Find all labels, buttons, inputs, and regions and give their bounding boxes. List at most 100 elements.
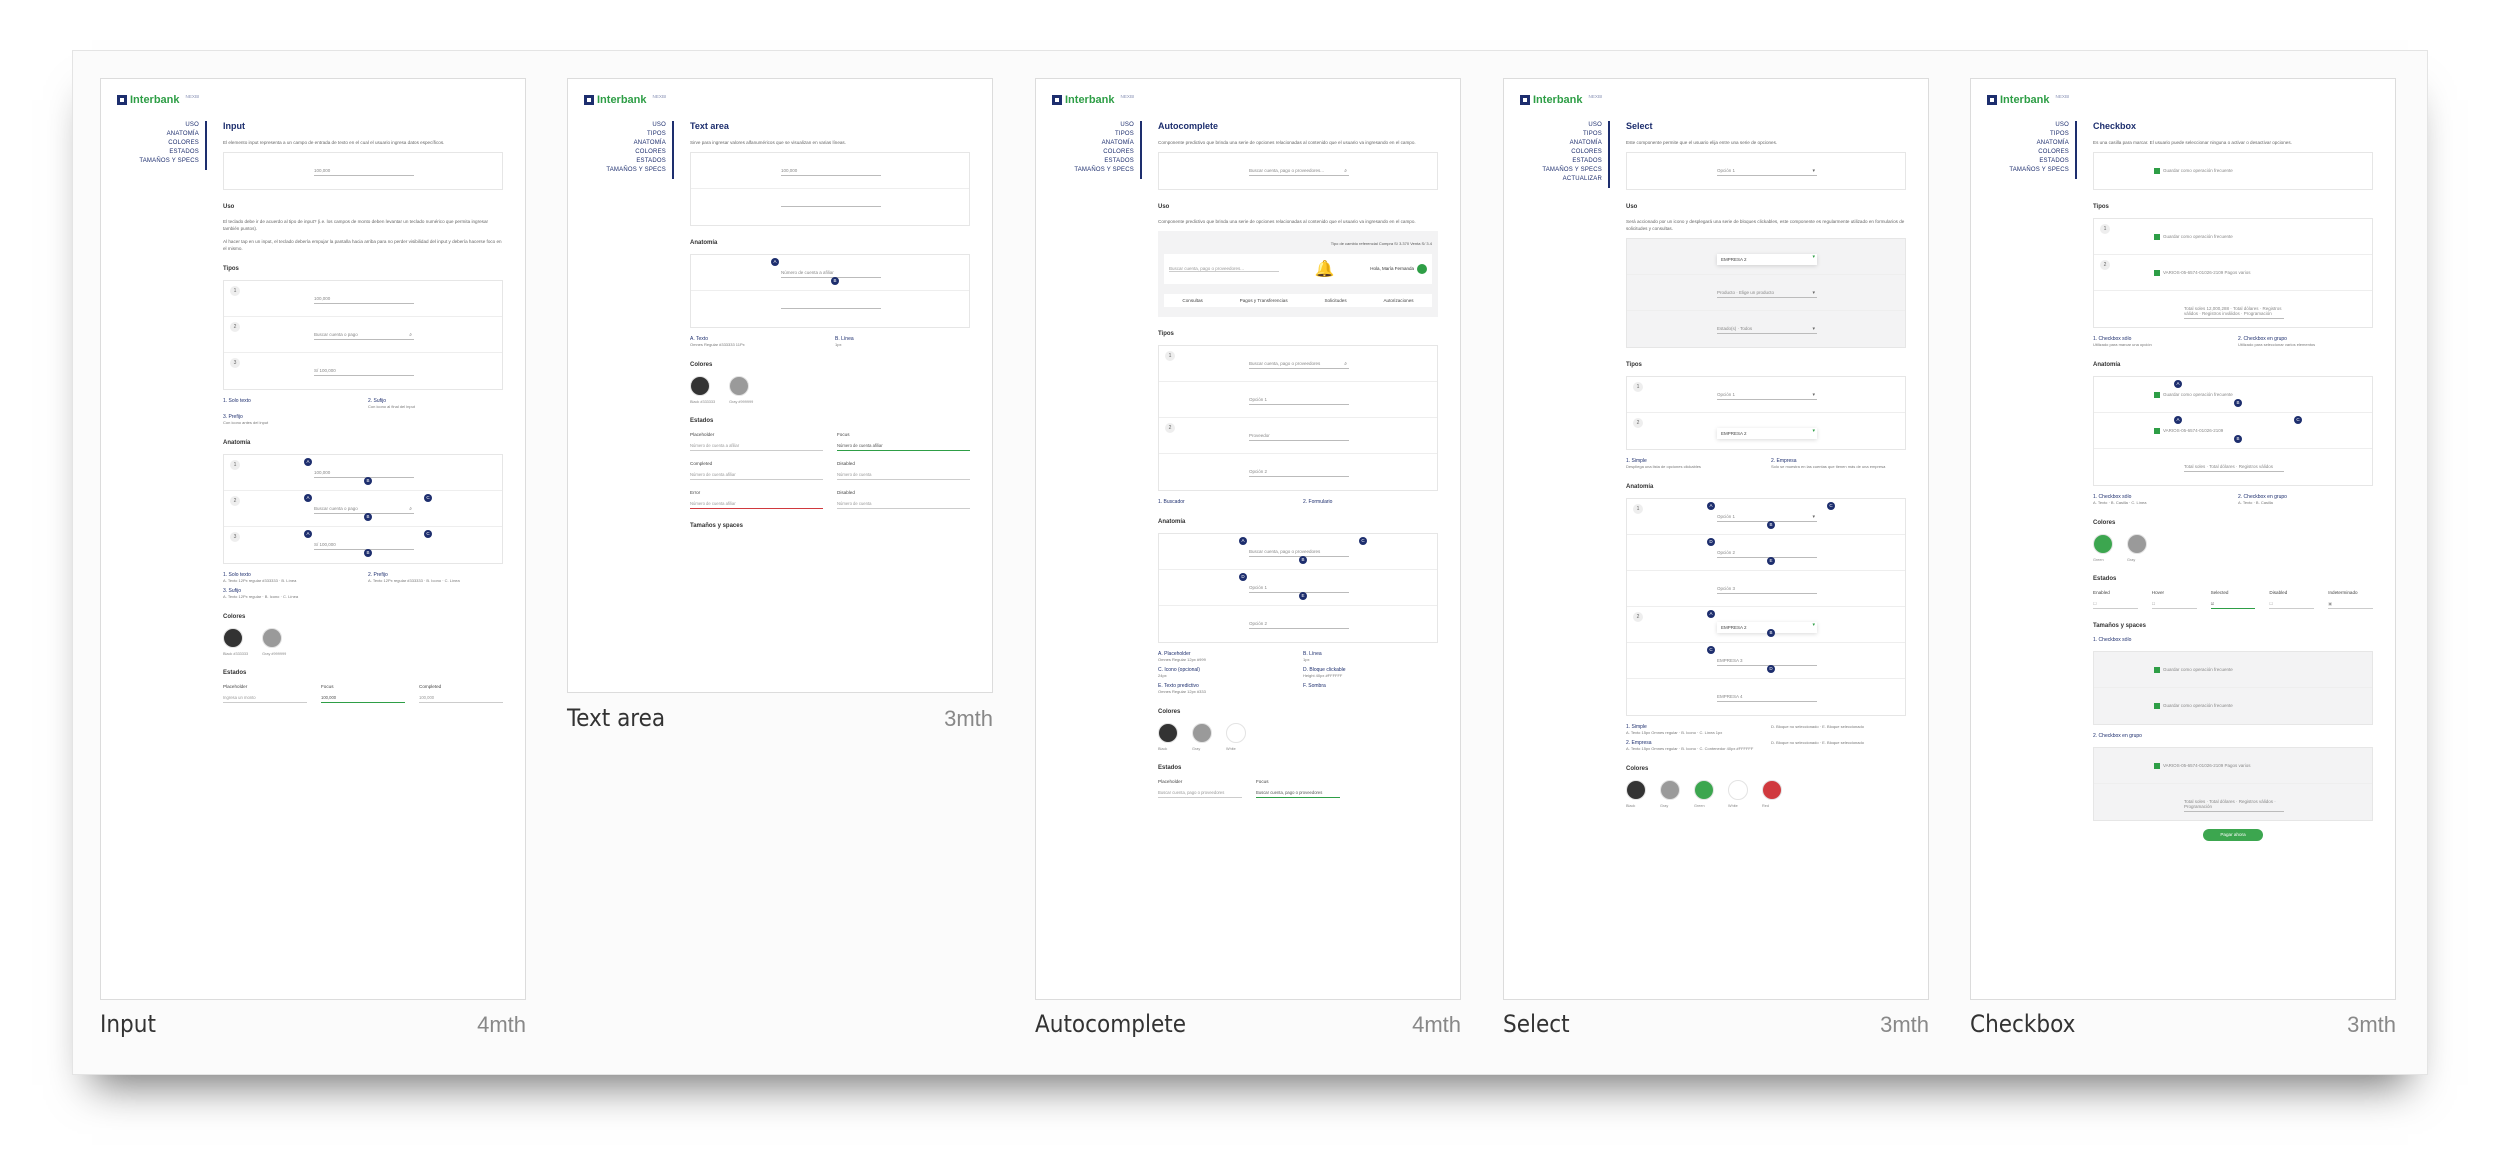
checkbox-checked-icon[interactable] [2154, 234, 2160, 240]
thumbnail-card-select[interactable]: Interbank NEXBI USO TIPOS ANATOMÍA COLORES EST… [1503, 78, 1929, 1000]
notification-bell-icon[interactable]: 🔔 [1314, 261, 1335, 278]
input-field[interactable]: Buscar cuenta o pago ⌕ [314, 506, 414, 514]
state-field[interactable]: ☑ [2210, 601, 2256, 609]
input-field[interactable]: 100,000 [314, 296, 414, 304]
card-title[interactable]: Select [1503, 1010, 1570, 1038]
input-field[interactable]: VARIOS-05-6574-01026-2109 [2154, 428, 2304, 436]
side-nav-item[interactable]: ANATOMÍA [1101, 140, 1134, 146]
input-field[interactable]: Opción 2 [1249, 621, 1349, 629]
thumbnail-card-input[interactable]: Interbank NEXBI USO ANATOMÍA COLORES ESTADOS T… [100, 78, 526, 1000]
side-nav-item[interactable]: COLORES [2038, 149, 2069, 155]
side-nav-item[interactable]: ESTADOS [1104, 158, 1134, 164]
side-nav-item[interactable]: COLORES [1103, 149, 1134, 155]
select-field[interactable]: EMPRESA 2 ▾ [1717, 622, 1817, 633]
nav-tab[interactable]: Pagos y Transferencias [1239, 298, 1288, 303]
input-field[interactable]: Buscar cuenta, pago o proveedores ⌕ [1249, 361, 1349, 369]
side-nav-item[interactable]: COLORES [635, 149, 666, 155]
state-field[interactable]: Número de cuenta afiliar [837, 443, 970, 451]
checkbox-checked-icon[interactable] [2154, 667, 2160, 673]
state-field[interactable]: Número de cuenta [837, 472, 970, 480]
avatar[interactable] [1416, 264, 1427, 274]
input-field[interactable]: VARIOS-05-6574-01026-2109 Pagos varios [2154, 270, 2304, 278]
select-field[interactable]: Opción 1 ▾ [1717, 392, 1817, 400]
side-nav-item[interactable]: ESTADOS [1572, 158, 1602, 164]
state-field[interactable]: Buscar cuenta, pago o proveedores [1256, 790, 1340, 798]
input-field[interactable]: Total soles · Total dólares · Registros … [2184, 464, 2284, 472]
select-field[interactable]: Opción 1 ▾ [1717, 168, 1817, 176]
thumbnail-card-checkbox[interactable]: Interbank NEXBI USO TIPOS ANATOMÍA COLORES EST… [1970, 78, 2396, 1000]
pay-now-button[interactable]: Pagar ahora [2203, 829, 2263, 841]
checkbox-checked-icon[interactable] [2154, 763, 2160, 769]
side-nav-item[interactable]: USO [2055, 122, 2069, 128]
state-field[interactable]: 100,000 [321, 695, 405, 703]
checkbox-checked-icon[interactable] [2154, 703, 2160, 709]
input-field[interactable] [781, 306, 881, 309]
nav-tab[interactable]: Solicitudes [1324, 298, 1347, 303]
side-nav-item[interactable]: TIPOS [2049, 131, 2069, 137]
side-nav-item[interactable]: TAMAÑOS Y SPECS [606, 167, 666, 173]
select-field[interactable]: EMPRESA 2 ▾ [1717, 254, 1817, 265]
state-field[interactable]: Buscar cuenta, pago o proveedores [1158, 790, 1242, 798]
select-field[interactable]: Opción 1 ▾ [1717, 514, 1817, 522]
state-field[interactable]: Número de cuenta afiliar [690, 501, 823, 509]
state-field[interactable]: Ingresa un monto [223, 695, 307, 703]
input-field[interactable] [781, 204, 881, 207]
input-field[interactable]: Guardar como operación frecuente [2154, 392, 2304, 400]
side-nav-item[interactable]: ANATOMÍA [1569, 140, 1602, 146]
select-field[interactable]: Estado(s) · Todos ▾ [1717, 326, 1817, 334]
card-title[interactable]: Input [100, 1010, 156, 1038]
input-field[interactable]: 100,000 [781, 168, 881, 176]
thumbnail-card-text-area[interactable]: Interbank NEXBI USO TIPOS ANATOMÍA COLORES EST… [567, 78, 993, 693]
input-field[interactable]: VARIOS-05-6574-01026-2109 Pagos varios [2154, 763, 2304, 771]
select-field[interactable]: EMPRESA 2 ▾ [1717, 428, 1817, 439]
input-field[interactable]: EMPRESA 4 [1717, 694, 1817, 702]
input-field[interactable]: Opción 2 [1717, 550, 1817, 558]
card-title[interactable]: Checkbox [1970, 1010, 2076, 1038]
checkbox-checked-icon[interactable] [2154, 392, 2160, 398]
side-nav-item[interactable]: USO [1120, 122, 1134, 128]
side-nav-item[interactable]: COLORES [1571, 149, 1602, 155]
side-nav-item[interactable]: ANATOMÍA [2036, 140, 2069, 146]
input-field[interactable]: 100,000 [314, 470, 414, 478]
side-nav-item[interactable]: ESTADOS [636, 158, 666, 164]
side-nav-item[interactable]: USO [652, 122, 666, 128]
side-nav-item[interactable]: ANATOMÍA [633, 140, 666, 146]
side-nav-item[interactable]: TIPOS [646, 131, 666, 137]
input-field[interactable]: Buscar cuenta, pago o proveedores [1249, 549, 1349, 557]
input-field[interactable]: Guardar como operación frecuente [2154, 667, 2304, 675]
side-nav-item[interactable]: TIPOS [1114, 131, 1134, 137]
input-field[interactable]: Proveedor [1249, 433, 1349, 441]
side-nav-item[interactable]: USO [185, 122, 199, 128]
card-title[interactable]: Autocomplete [1035, 1010, 1186, 1038]
side-nav-item[interactable]: TAMAÑOS Y SPECS [1542, 167, 1602, 173]
side-nav-item[interactable]: COLORES [168, 140, 199, 146]
input-field[interactable]: Total soles 12,000,288 · Total dólares ·… [2184, 306, 2284, 319]
state-field[interactable]: Número de cuenta afiliar [690, 472, 823, 480]
input-field[interactable]: Opción 2 [1249, 469, 1349, 477]
side-nav-item[interactable]: ANATOMÍA [166, 131, 199, 137]
search-field[interactable]: Buscar cuenta, pago o proveedores... [1169, 266, 1279, 272]
input-field[interactable]: Guardar como operación frecuente [2154, 234, 2304, 242]
input-field[interactable]: EMPRESA 3 [1717, 658, 1817, 666]
input-field[interactable]: Opción 1 [1249, 397, 1349, 405]
input-field[interactable]: Buscar cuenta o pago ⌕ [314, 332, 414, 340]
thumbnail-card-autocomplete[interactable]: Interbank NEXBI USO TIPOS ANATOMÍA COLORES EST… [1035, 78, 1461, 1000]
checkbox-checked-icon[interactable] [2154, 428, 2160, 434]
side-nav-item[interactable]: ESTADOS [2039, 158, 2069, 164]
input-field[interactable]: Guardar como operación frecuente [2154, 703, 2304, 711]
state-field[interactable]: ☐ [2093, 601, 2138, 609]
state-field[interactable]: ☐ [2269, 601, 2315, 609]
side-nav-item[interactable]: TAMAÑOS Y SPECS [1074, 167, 1134, 173]
input-field[interactable]: 100,000 [314, 168, 414, 176]
input-field[interactable]: Buscar cuenta, pago o proveedores... ⌕ [1249, 168, 1349, 176]
select-field[interactable]: Producto · Elige un producto ▾ [1717, 290, 1817, 298]
input-field[interactable]: Opción 1 [1249, 585, 1349, 593]
input-field[interactable]: Número de cuenta a afiliar [781, 270, 881, 278]
input-field[interactable]: Total soles · Total dólares · Registros … [2184, 799, 2284, 812]
side-nav-item[interactable]: USO [1588, 122, 1602, 128]
state-field[interactable]: ▣ [2328, 601, 2373, 609]
state-field[interactable]: ☐ [2151, 601, 2197, 609]
side-nav-item[interactable]: ESTADOS [169, 149, 199, 155]
nav-tab[interactable]: Consultas [1182, 298, 1203, 303]
input-field[interactable]: Opción 3 [1717, 586, 1817, 594]
